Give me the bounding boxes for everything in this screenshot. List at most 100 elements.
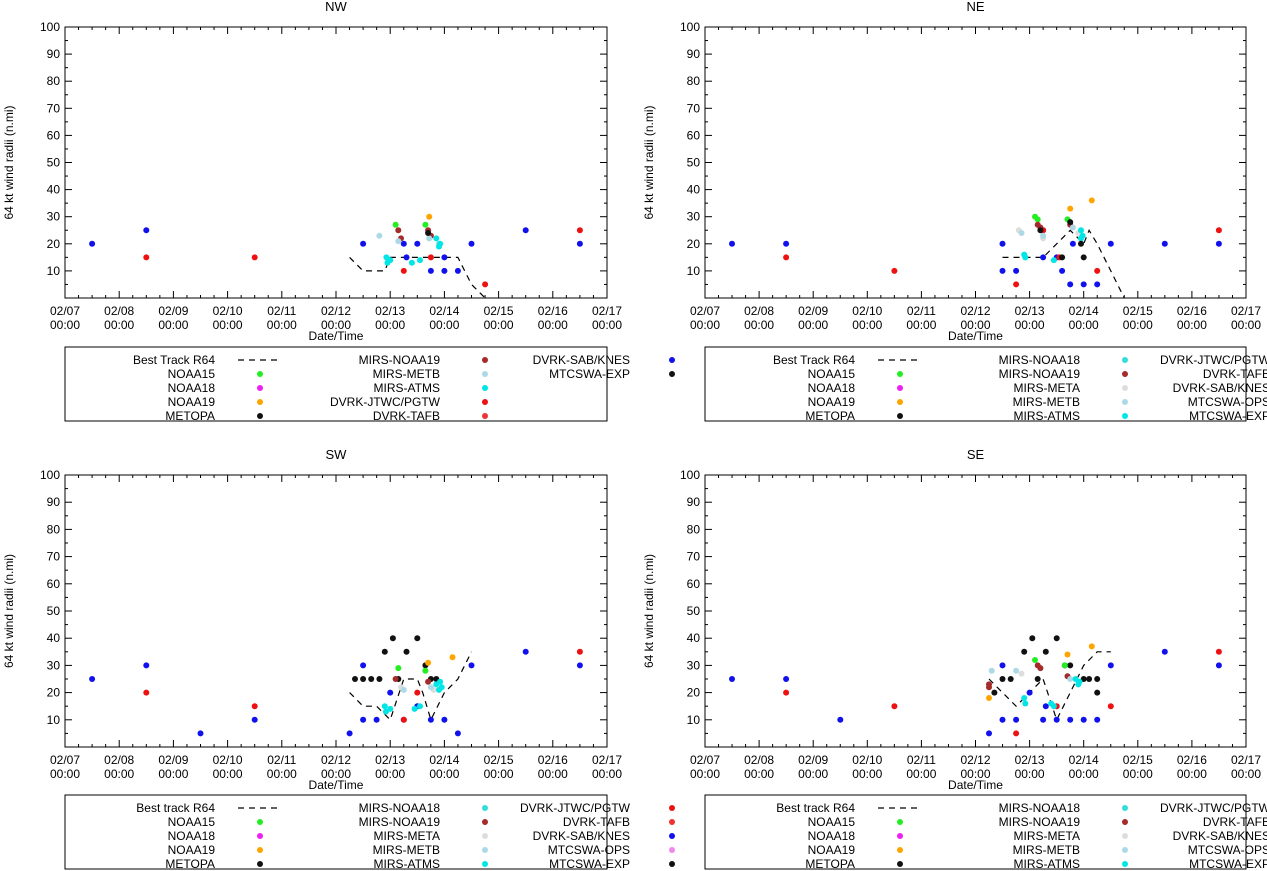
best-track-line — [1002, 228, 1125, 299]
point-noaa19 — [1088, 643, 1095, 650]
legend-swatch — [482, 833, 488, 839]
y-tick-label: 30 — [47, 658, 61, 672]
point-dvrk-jtwc-pgtw — [427, 254, 434, 261]
legend-swatch — [257, 399, 263, 405]
legend-swatch — [482, 819, 488, 825]
legend-label: MIRS-META — [374, 829, 440, 843]
point-dvrk-sab-knes — [576, 240, 583, 247]
y-tick-label: 40 — [47, 631, 61, 645]
point-dvrk-jtwc-pgtw — [891, 267, 898, 274]
plot-frame — [704, 474, 1247, 748]
y-tick-label: 10 — [687, 713, 701, 727]
point-metopa — [1067, 662, 1074, 669]
point-dvrk-sab-knes — [522, 648, 529, 655]
legend-label: NOAA18 — [168, 829, 216, 843]
point-mirs-metb — [1067, 676, 1074, 682]
legend-swatch — [897, 413, 903, 419]
x-tick-label-time: 00:00 — [798, 767, 828, 781]
legend-box — [64, 794, 608, 870]
point-dvrk-sab-knes — [1107, 662, 1114, 669]
point-dvrk-sab-knes — [89, 240, 96, 247]
legend-box — [704, 794, 1247, 870]
legend-label: DVRK-TAFB — [563, 815, 630, 829]
legend-label: MIRS-METB — [1013, 843, 1080, 857]
point-dvrk-jtwc-pgtw — [251, 703, 258, 710]
y-tick-label: 100 — [680, 468, 700, 482]
x-tick-label-date: 02/15 — [1123, 304, 1153, 318]
y-tick-label: 60 — [47, 128, 61, 142]
legend-label: Best track R64 — [776, 801, 855, 815]
point-mirs-atms — [437, 678, 444, 685]
point-dvrk-sab-knes — [360, 240, 367, 247]
x-tick-label-time: 00:00 — [213, 318, 243, 332]
legend-swatch — [897, 861, 903, 867]
point-mirs-atms — [382, 708, 389, 715]
y-tick-label: 100 — [40, 20, 60, 34]
point-mirs-noaa19 — [1037, 665, 1044, 672]
plot-frame — [64, 474, 608, 748]
x-tick-label-time: 00:00 — [690, 767, 720, 781]
x-tick-label-time: 00:00 — [429, 767, 459, 781]
chart-title: SE — [967, 447, 985, 462]
legend-label: MIRS-NOAA18 — [359, 801, 441, 815]
point-metopa — [352, 676, 358, 682]
point-dvrk-sab-knes — [999, 662, 1006, 669]
x-tick-label-date: 02/16 — [1177, 304, 1207, 318]
x-tick-label-date: 02/12 — [321, 304, 351, 318]
y-tick-label: 40 — [687, 183, 701, 197]
y-tick-label: 50 — [687, 604, 701, 618]
panel-sw: SW10203040506070809010002/0700:0002/0800… — [2, 447, 675, 871]
point-metopa — [1053, 635, 1060, 642]
point-dvrk-sab-knes — [1040, 254, 1047, 261]
point-mirs-noaa19 — [395, 227, 402, 234]
legend-swatch — [482, 385, 488, 391]
point-mirs-atms — [1078, 227, 1084, 234]
point-mirs-atms — [1050, 703, 1057, 710]
legend-label: MTCSWA-EXP — [549, 857, 630, 871]
point-mirs-atms — [387, 257, 394, 264]
x-tick-label-date: 02/09 — [798, 753, 828, 767]
legend-label: METOPA — [805, 409, 855, 423]
legend-label: METOPA — [165, 409, 215, 423]
x-tick-label-date: 02/07 — [50, 304, 80, 318]
legend-label: MTCSWA-EXP — [1189, 857, 1267, 871]
x-tick-label-date: 02/08 — [744, 304, 774, 318]
legend-label: MIRS-METB — [373, 367, 440, 381]
point-dvrk-jtwc-pgtw — [143, 254, 150, 261]
point-mirs-metb — [1069, 224, 1076, 231]
point-metopa — [376, 676, 383, 682]
point-metopa — [999, 676, 1006, 682]
legend-swatch — [1122, 371, 1128, 377]
legend-label: NOAA19 — [808, 395, 856, 409]
point-mirs-atms — [387, 705, 394, 712]
legend-label: DVRK-JTWC/PGTW — [1160, 353, 1267, 367]
x-tick-label-date: 02/13 — [375, 304, 405, 318]
legend-label: MIRS-META — [1014, 829, 1080, 843]
legend-label: MIRS-METB — [1013, 395, 1080, 409]
point-dvrk-sab-knes — [999, 240, 1006, 247]
point-dvrk-sab-knes — [454, 730, 461, 737]
point-dvrk-sab-knes — [1080, 716, 1087, 723]
legend-swatch — [257, 371, 263, 377]
legend-swatch — [257, 861, 263, 867]
point-mirs-atms — [1076, 678, 1083, 685]
x-tick-label-date: 02/12 — [960, 753, 990, 767]
x-tick-label-time: 00:00 — [1123, 318, 1153, 332]
panel-nw: NW10203040506070809010002/0700:0002/0800… — [2, 0, 675, 423]
x-tick-label-time: 00:00 — [375, 318, 405, 332]
y-tick-label: 50 — [687, 156, 701, 170]
point-dvrk-jtwc-pgtw — [400, 267, 407, 274]
legend-swatch — [482, 357, 488, 363]
point-dvrk-sab-knes — [143, 662, 150, 669]
y-tick-label: 30 — [47, 210, 61, 224]
point-dvrk-sab-knes — [427, 716, 434, 723]
y-tick-label: 80 — [47, 74, 61, 88]
y-tick-label: 40 — [687, 631, 701, 645]
legend-swatch — [1122, 413, 1128, 419]
point-noaa19 — [426, 213, 433, 220]
point-mirs-noaa19 — [425, 678, 432, 685]
legend-label: MIRS-ATMS — [1014, 409, 1080, 423]
y-tick-label: 30 — [687, 658, 701, 672]
legend-label: NOAA15 — [808, 815, 856, 829]
